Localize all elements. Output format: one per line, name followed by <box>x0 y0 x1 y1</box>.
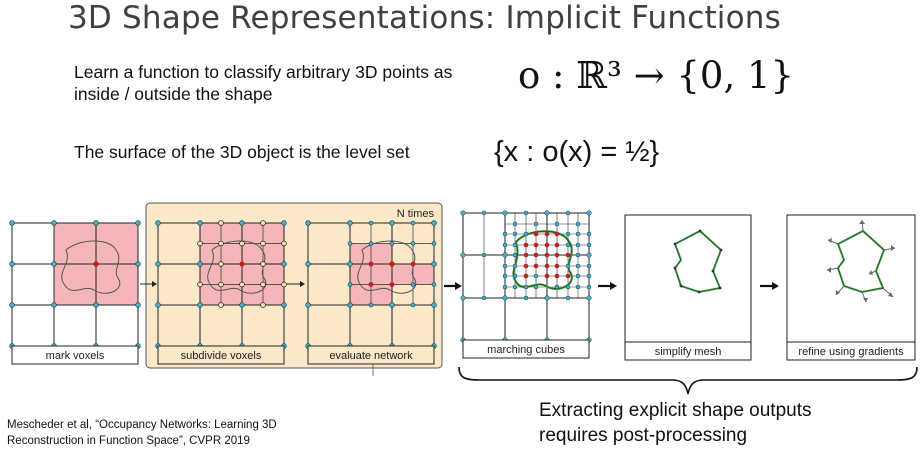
level-set-equation: {x : o(x) = ½} <box>494 136 660 168</box>
citation-line-2: Reconstruction in Function Space”, CVPR … <box>7 435 250 447</box>
curly-brace <box>458 366 918 395</box>
inside-point <box>93 261 99 267</box>
occupancy-equation-text: o : ℝ³ → {0, 1} <box>518 54 795 97</box>
panel-mark-voxels: mark voxels <box>9 220 141 365</box>
loop-box <box>145 202 443 369</box>
stage-label-evaluate-network: evaluate network <box>329 350 413 362</box>
arrow-icon <box>287 281 305 287</box>
arrow-icon <box>444 282 462 290</box>
arrow-icon <box>760 282 779 290</box>
bullet-level-set: The surface of the 3D object is the leve… <box>74 142 410 162</box>
loop-label: N times <box>397 208 435 220</box>
note-line-1: Extracting explicit shape outputs <box>539 400 812 421</box>
occupancy-equation: o : ℝ³ → {0, 1} <box>518 54 794 97</box>
stage-label-refine-gradients: refine using gradients <box>798 346 904 358</box>
panel-refine-gradients: refine using gradients <box>786 214 916 361</box>
panel-evaluate-network: evaluate network <box>305 220 437 376</box>
stage-label-mark-voxels: mark voxels <box>46 350 105 362</box>
pipeline-figure: N times mark voxels <box>9 202 918 395</box>
bullet-learn-function: Learn a function to classify arbitrary 3… <box>74 62 453 104</box>
post-processing-note: Extracting explicit shape outputs requir… <box>539 398 812 448</box>
arrow-icon <box>140 281 157 287</box>
citation-line-1: Mescheder et al, “Occupancy Networks: Le… <box>7 419 277 431</box>
stage-label-simplify-mesh: simplify mesh <box>655 346 722 358</box>
arrow-icon <box>598 282 617 290</box>
slide-title: 3D Shape Representations: Implicit Funct… <box>68 0 781 36</box>
citation: Mescheder et al, “Occupancy Networks: Le… <box>7 417 277 449</box>
stage-label-subdivide-voxels: subdivide voxels <box>181 350 262 362</box>
panel-subdivide-voxels: subdivide voxels <box>155 220 287 365</box>
panel-simplify-mesh: simplify mesh <box>624 214 752 361</box>
panel-marching-cubes: marching cubes <box>460 210 592 359</box>
subdivision-points <box>197 220 287 308</box>
stage-label-marching-cubes: marching cubes <box>487 344 565 356</box>
inside-points <box>523 231 571 279</box>
note-line-2: requires post-processing <box>539 425 748 446</box>
